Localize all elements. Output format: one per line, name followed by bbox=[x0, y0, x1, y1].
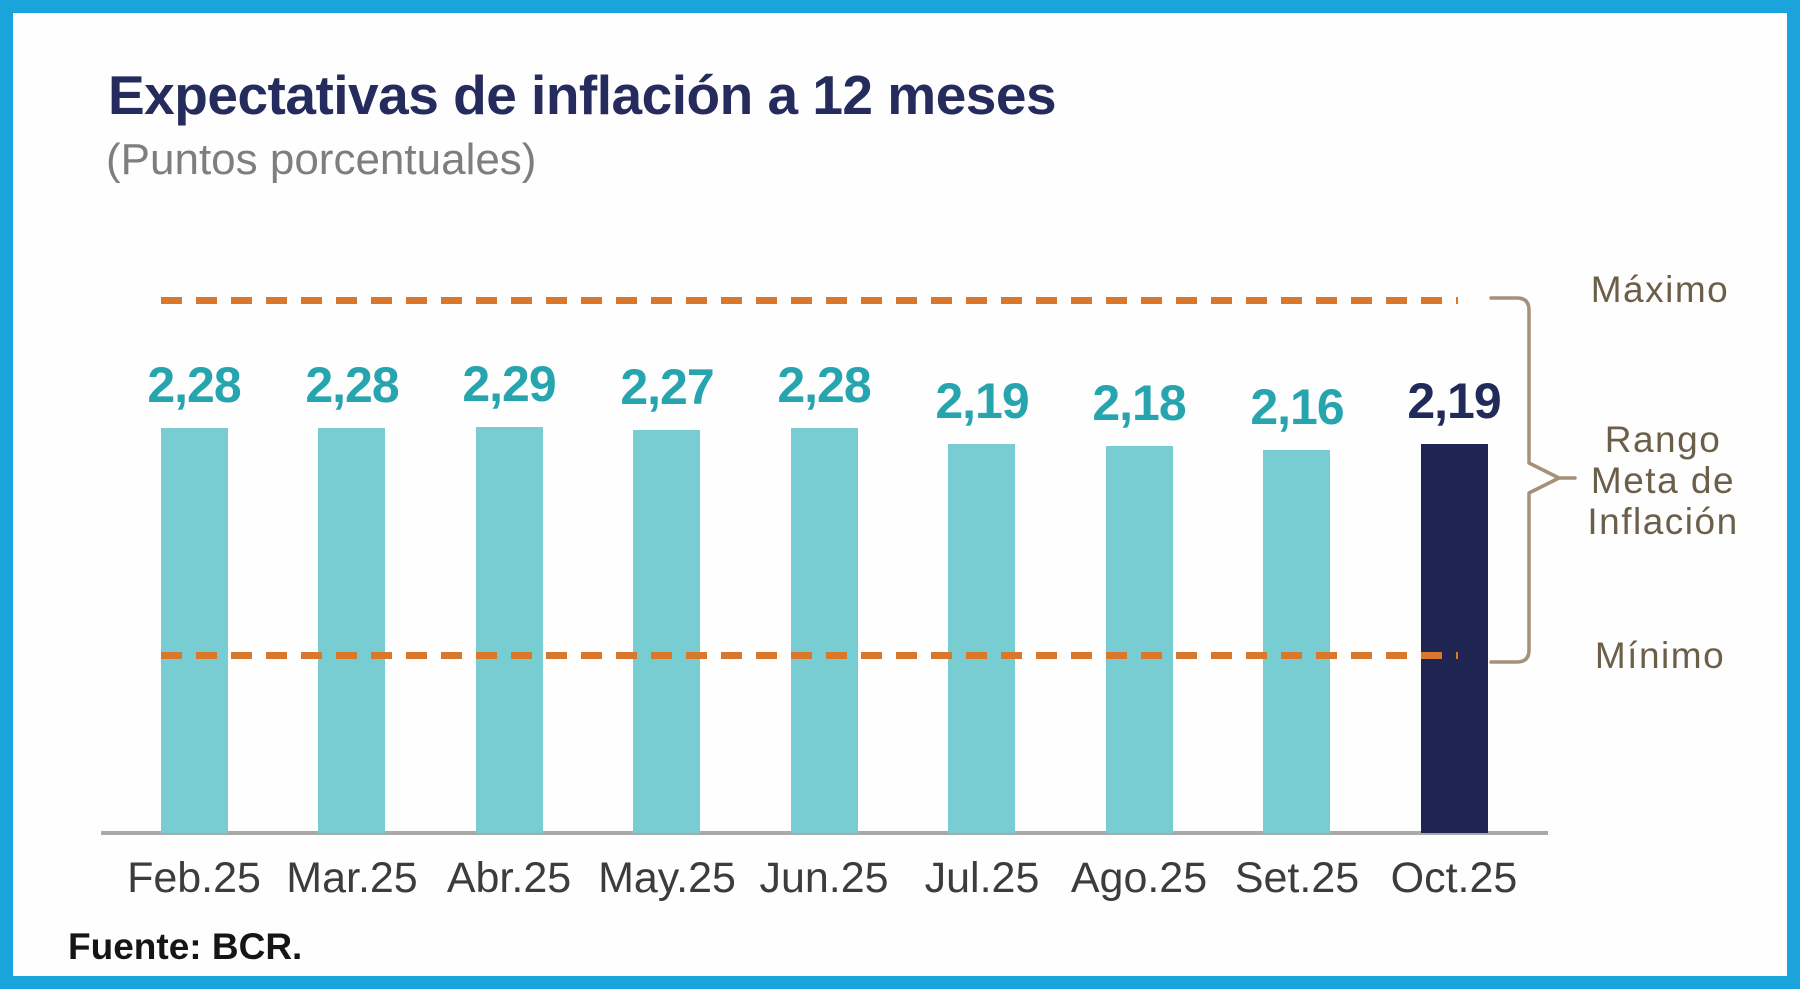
bar-Jul.25 bbox=[948, 444, 1015, 833]
annotation-maximo: Máximo bbox=[1590, 269, 1730, 310]
x-axis-line bbox=[101, 831, 1548, 835]
bar-Jun.25 bbox=[791, 428, 858, 833]
bar-Abr.25 bbox=[476, 427, 543, 833]
x-axis-label-Jul.25: Jul.25 bbox=[924, 854, 1040, 902]
bar-value-label-Mar.25: 2,28 bbox=[305, 357, 399, 413]
plot-area: 2,28 2,28 2,29 2,27 2,28 2,19 2,18 2,16 2,19 bbox=[103, 231, 1563, 833]
bar-value-label-Set.25: 2,16 bbox=[1250, 379, 1344, 435]
reference-line-minimo bbox=[161, 652, 1458, 659]
x-axis-label-Jun.25: Jun.25 bbox=[759, 854, 889, 902]
x-axis-label-Abr.25: Abr.25 bbox=[446, 854, 572, 902]
annotation-minimo: Mínimo bbox=[1594, 635, 1726, 676]
bar-value-label-Oct.25: 2,19 bbox=[1407, 373, 1501, 429]
bar-Feb.25 bbox=[161, 428, 228, 833]
chart-subtitle: (Puntos porcentuales) bbox=[106, 135, 537, 184]
x-axis-label-Oct.25: Oct.25 bbox=[1390, 854, 1518, 902]
reference-line-maximo bbox=[161, 297, 1458, 304]
x-axis-labels: Feb.25 Mar.25 Abr.25 May.25 Jun.25 Jul.25 Ago.… bbox=[103, 854, 1563, 908]
bar-value-label-Feb.25: 2,28 bbox=[147, 357, 241, 413]
chart-title: Expectativas de inflación a 12 meses bbox=[108, 64, 1057, 126]
bar-value-label-Ago.25: 2,18 bbox=[1092, 375, 1186, 431]
bar-value-label-Jun.25: 2,28 bbox=[777, 357, 871, 413]
bar-Mar.25 bbox=[318, 428, 385, 833]
x-axis-label-Mar.25: Mar.25 bbox=[286, 854, 418, 902]
source-text: Fuente: BCR. bbox=[68, 926, 303, 967]
bar-Set.25 bbox=[1263, 450, 1330, 833]
bar-value-label-Abr.25: 2,29 bbox=[462, 356, 556, 412]
bar-value-label-May.25: 2,27 bbox=[620, 359, 714, 415]
bar-May.25 bbox=[633, 430, 700, 833]
x-axis-label-Ago.25: Ago.25 bbox=[1070, 854, 1208, 902]
bar-Oct.25 bbox=[1421, 444, 1488, 833]
x-axis-label-May.25: May.25 bbox=[598, 854, 736, 902]
bar-value-label-Jul.25: 2,19 bbox=[935, 373, 1029, 429]
x-axis-label-Set.25: Set.25 bbox=[1234, 854, 1360, 902]
x-axis-label-Feb.25: Feb.25 bbox=[127, 854, 261, 902]
annotation-rango-meta-inflacion: Rango Meta de Inflación bbox=[1587, 419, 1739, 542]
range-brace bbox=[1489, 296, 1577, 664]
bar-Ago.25 bbox=[1106, 446, 1173, 833]
